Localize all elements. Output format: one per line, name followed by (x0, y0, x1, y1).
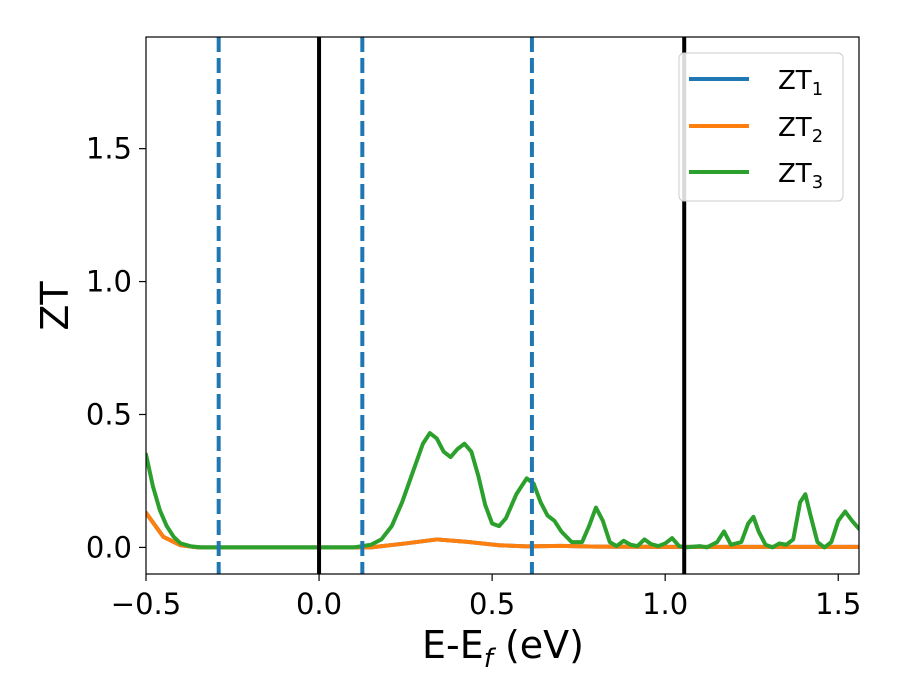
x-tick-label: 1.5 (815, 587, 861, 621)
y-tick-label: 1.0 (86, 265, 132, 299)
y-tick-label: 1.5 (86, 132, 132, 166)
y-axis-title: ZT (33, 281, 77, 331)
x-tick-label: 0.0 (296, 587, 342, 621)
series-line-zt3 (146, 431, 859, 550)
y-tick-label: 0.0 (86, 530, 132, 564)
legend-entry-zt3: ZT3 (689, 159, 823, 193)
y-tick-label: 0.5 (86, 397, 132, 431)
legend-label-zt1: ZT1 (778, 66, 823, 100)
legend: ZT1 ZT2 ZT3 (678, 52, 844, 202)
legend-entry-zt2: ZT2 (689, 113, 823, 147)
x-axis-title: E-Ef (eV) (422, 623, 584, 674)
x-axis-title-main: E-E (422, 623, 484, 667)
legend-box (678, 52, 844, 202)
legend-label-zt2: ZT2 (778, 113, 823, 147)
x-tick-label: 1.0 (642, 587, 688, 621)
x-axis: −0.5 0.0 0.5 1.0 1.5 (111, 574, 861, 621)
plot-frame (145, 36, 860, 575)
legend-entry-zt1: ZT1 (689, 66, 823, 100)
legend-label-zt3: ZT3 (778, 159, 823, 193)
series-layer (146, 431, 859, 550)
x-tick-label: 0.5 (469, 587, 515, 621)
x-tick-label: −0.5 (111, 587, 181, 621)
x-axis-title-unit: (eV) (493, 623, 584, 667)
y-axis: 0.0 0.5 1.0 1.5 (86, 132, 146, 564)
